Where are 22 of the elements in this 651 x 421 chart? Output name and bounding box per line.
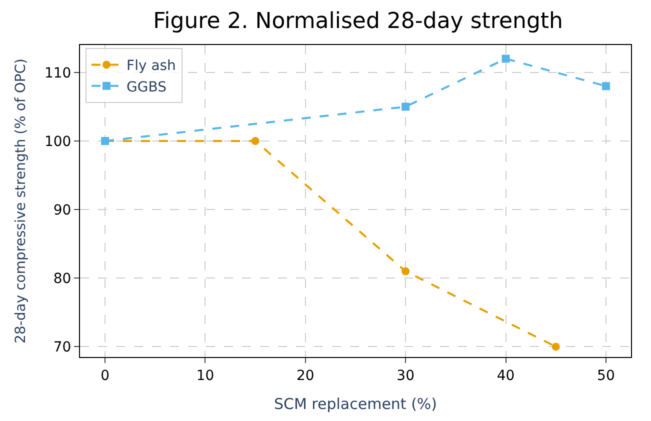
- point: [502, 54, 510, 63]
- point: [251, 137, 260, 145]
- y-tick-label: 70: [53, 340, 72, 356]
- point: [402, 267, 410, 276]
- x-tick-label: 0: [100, 368, 110, 384]
- legend-label: GGBS: [126, 79, 167, 96]
- y-axis-title: 28-day compressive strength (% of OPC): [13, 58, 30, 344]
- x-tick-label: 30: [396, 368, 415, 384]
- x-tick-label: 20: [296, 368, 314, 384]
- chart-title: Figure 2. Normalised 28-day strength: [153, 9, 563, 34]
- x-tick-label: 10: [196, 368, 214, 384]
- x-tick-label: 50: [597, 368, 615, 384]
- legend-label: Fly ash: [126, 58, 176, 74]
- y-tick-label: 80: [53, 271, 72, 288]
- point: [552, 342, 560, 351]
- x-axis-title: SCM replacement (%): [274, 394, 438, 413]
- point: [602, 82, 610, 90]
- y-tick-label: 90: [53, 202, 72, 218]
- point: [402, 102, 410, 111]
- y-tick-label: 110: [44, 65, 72, 82]
- y-tick-label: 100: [44, 134, 72, 150]
- x-tick-label: 40: [496, 368, 515, 384]
